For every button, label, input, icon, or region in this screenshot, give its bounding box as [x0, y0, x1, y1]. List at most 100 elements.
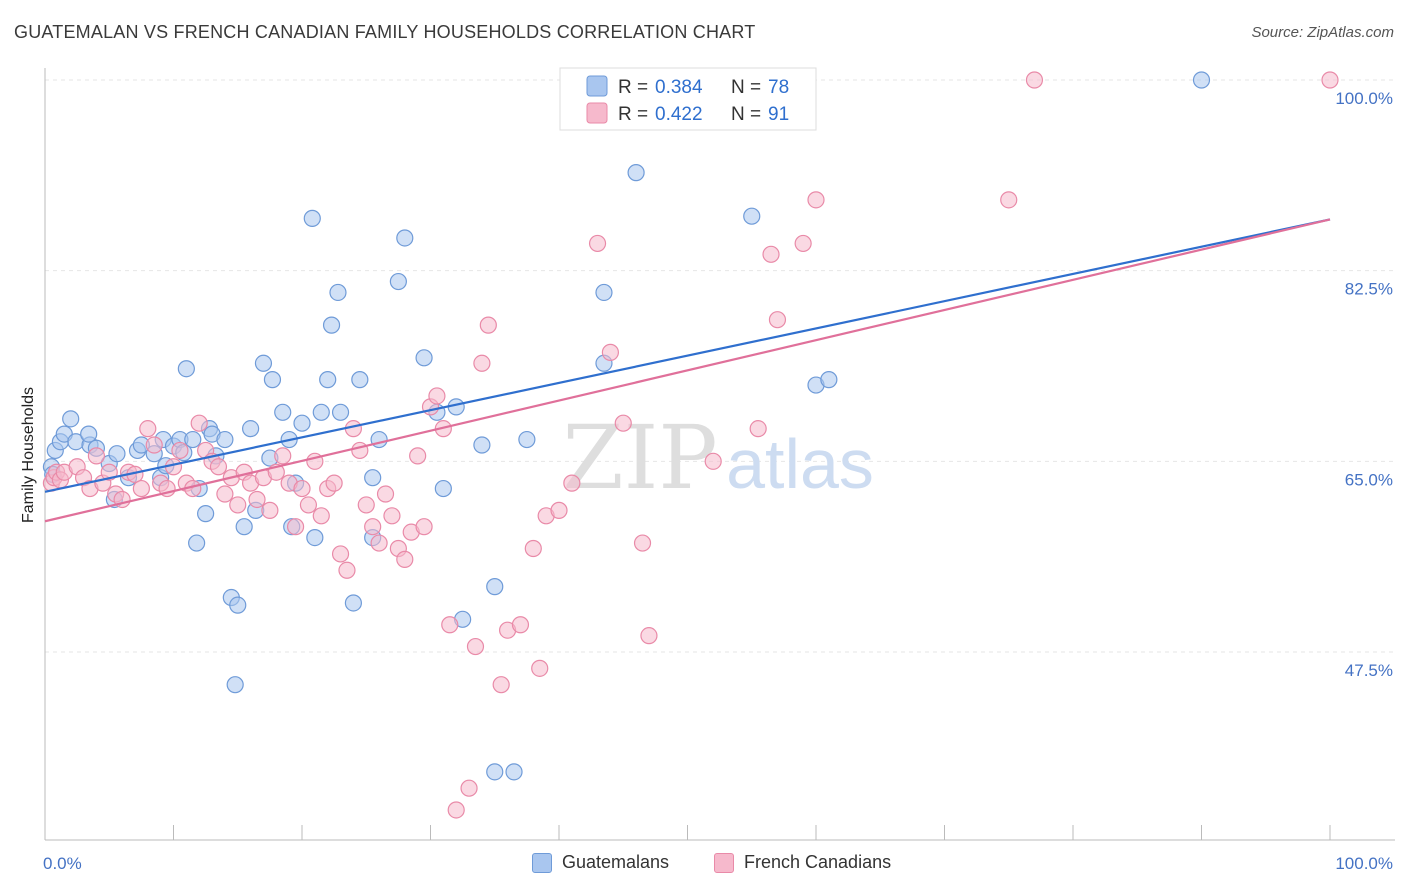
french-canadians-point-85 — [768, 311, 787, 329]
guatemalans-point-40 — [263, 371, 282, 389]
legend-r-label-2: R = — [618, 104, 648, 125]
french-canadians-point-73 — [531, 659, 549, 677]
french-canadians-point-84 — [762, 245, 780, 263]
chart-title: GUATEMALAN VS FRENCH CANADIAN FAMILY HOU… — [14, 22, 756, 42]
x-tick-label-1: 100.0% — [1335, 854, 1393, 873]
guatemalans-point-45 — [293, 414, 311, 432]
french-canadians-point-51 — [364, 518, 382, 536]
guatemalans-point-36 — [242, 420, 260, 438]
guatemalans-point-48 — [312, 403, 330, 421]
french-canadians-point-50 — [357, 496, 375, 514]
legend-swatch-guatemalans — [532, 852, 552, 873]
guatemalans-point-54 — [351, 371, 369, 389]
y-tick-label-2: 65.0% — [1345, 470, 1393, 489]
legend-r-label-1: R = — [618, 77, 648, 98]
french-canadians-point-39 — [286, 518, 305, 536]
french-canadians-point-27 — [209, 458, 228, 476]
french-canadians-point-89 — [1025, 71, 1044, 89]
guatemalans-point-34 — [229, 596, 247, 614]
french-canadians-point-54 — [383, 507, 401, 525]
guatemalans-point-51 — [329, 283, 347, 302]
guatemalans-point-60 — [415, 349, 433, 367]
guatemalans-point-68 — [505, 763, 523, 781]
french-canadians-trend-line — [44, 218, 1331, 523]
french-canadians-point-30 — [229, 496, 247, 514]
french-canadians-point-88 — [1000, 191, 1018, 209]
guatemalans-point-47 — [306, 528, 324, 547]
french-canadians-point-76 — [563, 474, 581, 492]
x-tick-label-0: 0.0% — [43, 854, 82, 873]
guatemalans-point-46 — [303, 209, 321, 227]
y-tick-label-3: 47.5% — [1345, 661, 1393, 680]
french-canadians-point-82 — [704, 452, 722, 470]
french-canadians-point-46 — [331, 545, 350, 563]
y-tick-labels: 100.0% 82.5% 65.0% 47.5% — [1335, 89, 1393, 680]
guatemalans-point-50 — [322, 316, 341, 334]
french-canadians-point-65 — [460, 779, 478, 797]
french-canadians-point-80 — [633, 534, 652, 552]
french-canadians-point-78 — [601, 343, 620, 361]
gridlines — [45, 79, 1395, 653]
french-canadians-point-67 — [473, 354, 491, 372]
french-canadians-point-69 — [492, 676, 510, 694]
legend-r-value-2: 0.422 — [655, 104, 703, 125]
french-canadians-point-16 — [139, 420, 157, 438]
french-canadians-point-71 — [511, 616, 530, 634]
guatemalans-point-53 — [344, 594, 362, 612]
french-canadians-point-43 — [312, 507, 330, 525]
french-canadians-point-64 — [447, 801, 465, 819]
watermark-zip: ZIP — [562, 406, 717, 509]
french-canadians-point-41 — [299, 496, 318, 514]
axes — [44, 68, 1395, 841]
legend-n-value-2: 91 — [768, 104, 789, 125]
guatemalans-point-58 — [389, 272, 407, 291]
french-canadians-point-56 — [396, 550, 414, 568]
french-canadians-point-28 — [216, 485, 234, 503]
legend-n-label-2: N = — [731, 104, 761, 125]
french-canadians-point-10 — [100, 463, 118, 481]
french-canadians-point-81 — [640, 627, 658, 645]
french-canadians-point-68 — [479, 316, 497, 334]
guatemalans-point-38 — [254, 354, 273, 372]
y-tick-label-0: 100.0% — [1335, 89, 1393, 108]
guatemalans-point-9 — [80, 425, 98, 443]
french-canadians-point-8 — [87, 447, 106, 465]
guatemalans-trend-line — [44, 218, 1331, 493]
legend-swatch-pink — [586, 102, 608, 124]
french-canadians-point-72 — [524, 539, 542, 558]
guatemalans-point-31 — [216, 430, 234, 449]
french-canadians-point-83 — [749, 420, 767, 438]
french-canadians-point-61 — [428, 387, 446, 405]
french-canadians-point-66 — [466, 637, 485, 656]
guatemalans-point-59 — [396, 229, 414, 247]
guatemalans-point-73 — [743, 207, 761, 225]
legend-label-guatemalans: Guatemalans — [562, 852, 670, 872]
legend-item-french-canadians: French Canadians — [714, 852, 891, 873]
french-canadians-point-45 — [325, 474, 343, 492]
guatemalans-point-66 — [486, 578, 504, 596]
guatemalans-point-76 — [820, 371, 838, 389]
french-canadians-point-53 — [376, 485, 395, 503]
guatemalans-point-41 — [274, 403, 292, 421]
french-canadians-point-77 — [588, 234, 607, 253]
guatemalans-point-12 — [108, 445, 126, 463]
french-canadians-point-79 — [614, 414, 632, 432]
legend-n-label-1: N = — [731, 77, 761, 98]
french-canadians-point-75 — [550, 501, 568, 519]
guatemalans-point-67 — [486, 763, 504, 781]
french-canadians-point-35 — [261, 501, 279, 519]
guatemalans-point-72 — [627, 164, 645, 182]
guatemalans-point-35 — [235, 518, 253, 536]
french-canadians-point-90 — [1321, 71, 1339, 89]
french-canadians-point-86 — [794, 234, 812, 253]
legend-r-value-1: 0.384 — [655, 77, 703, 98]
guatemalans-point-69 — [518, 430, 536, 449]
french-canadians-point-63 — [441, 616, 459, 634]
legend-swatch-blue — [586, 75, 608, 97]
guatemalans-point-52 — [331, 403, 350, 421]
french-canadians-point-21 — [171, 441, 189, 460]
french-canadians-point-24 — [190, 414, 208, 432]
watermark-atlas: atlas — [726, 425, 874, 503]
french-canadians-point-40 — [293, 479, 311, 498]
